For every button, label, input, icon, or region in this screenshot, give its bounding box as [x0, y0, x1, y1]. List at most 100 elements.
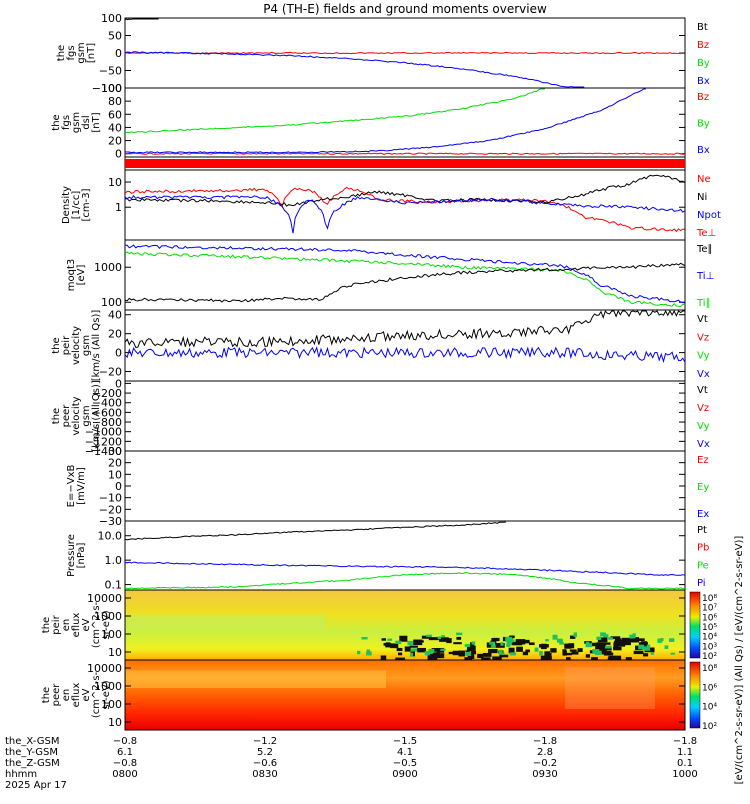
spectrogram-cell — [638, 644, 645, 650]
panel-density: 10 1 Density [1/cc] [cm-3] Ne Ni Npot Te⊥ — [61, 169, 721, 241]
legend-Vt: Vt — [697, 385, 708, 396]
spectrogram-cell — [622, 637, 631, 643]
y-axis-label-line: peer — [51, 683, 62, 707]
y-axis-label-line: moqt3 — [66, 259, 77, 292]
y-tick-label: −1000 — [85, 426, 122, 439]
spectrogram-cell — [456, 632, 463, 636]
spectrogram-cell — [516, 646, 523, 652]
spectrogram-cell — [441, 635, 446, 638]
spectrogram-cell — [591, 643, 600, 647]
legend-By: By — [697, 119, 710, 130]
x-tick-label: −1.8 — [533, 736, 557, 747]
colorbar-tick: 10⁸ — [702, 664, 717, 674]
spectrogram-cell — [643, 653, 649, 657]
spectrogram-cell — [453, 642, 462, 645]
y-axis-label-line: (cm^2-s- — [91, 601, 102, 648]
series-Bz — [124, 51, 686, 55]
y-axis-label-line: Density — [61, 186, 72, 224]
spectrogram-cell — [446, 638, 452, 644]
y-axis-label-line: gsm — [71, 112, 82, 133]
spectrogram-cell — [465, 651, 472, 656]
y-axis-label: the fgs gsm [nT] — [56, 42, 97, 63]
y-axis-label-line: gsm — [81, 405, 92, 426]
legend-Vz: Vz — [697, 403, 709, 414]
plot-title: P4 (TH-E) fields and ground moments over… — [263, 2, 547, 16]
spectrogram-cell — [592, 649, 600, 654]
spectrogram-cell — [550, 648, 557, 653]
spectrogram-cell — [477, 653, 484, 659]
spectrogram-cell — [657, 638, 663, 643]
spectrogram-cell — [493, 637, 500, 641]
panel-frame — [124, 239, 686, 311]
spectrogram-cell — [597, 648, 607, 653]
y-axis-label-line: peir — [61, 335, 72, 355]
y-axis-label-line: sr-eV) — [101, 610, 112, 639]
legend-Pt: Pt — [697, 525, 707, 536]
spectrogram-cell — [564, 643, 572, 649]
panel-flag_bar — [124, 156, 686, 171]
legend-Bz: Bz — [697, 92, 709, 103]
y-tick-label: 1000 — [94, 680, 122, 693]
series-Ti∥ — [124, 251, 686, 307]
spectrogram-cell — [615, 638, 622, 643]
spectrogram-cell — [613, 646, 622, 651]
x-tick-label: −0.2 — [533, 758, 557, 769]
spectrogram-cell — [390, 643, 399, 649]
y-axis-label: the peir velocity gsm [km/s (All Qs)] — [51, 310, 102, 382]
y-tick-label: 0 — [115, 480, 122, 493]
spectrogram-cell — [646, 644, 651, 647]
spectrogram-cell — [421, 635, 432, 639]
spectrogram-cell — [426, 634, 433, 638]
y-tick-label: 10000 — [87, 662, 122, 675]
plot-date: 2025 Apr 17 — [5, 780, 67, 791]
legend-Ti⊥: Ti⊥ — [696, 271, 714, 282]
spectrogram-cell — [534, 647, 539, 652]
spectrogram-cell — [440, 648, 446, 651]
colorbar-label-text: [eV/(cm^2-s-sr-eV)] (All Qs) / [eV/(cm^2… — [734, 536, 745, 785]
x-tick-label: −0.8 — [113, 736, 137, 747]
legend-Vy: Vy — [697, 351, 710, 362]
y-axis-label-line: [km/s (All Qs)] — [91, 380, 102, 452]
spectrogram-cell — [413, 648, 422, 652]
y-tick-label: 10 — [108, 716, 122, 729]
y-tick-label: 0 — [115, 377, 122, 390]
spectrogram-cell — [515, 639, 526, 645]
spectrogram-cell — [664, 645, 669, 649]
legend-Te⊥: Te⊥ — [696, 228, 716, 239]
x-tick-label: −1.5 — [393, 736, 417, 747]
colorbar — [689, 661, 701, 729]
spectrogram-cell — [471, 641, 476, 645]
y-axis-label-line: peer — [61, 404, 72, 428]
colorbar-tick: 10⁷ — [702, 604, 717, 614]
spectrogram-cell — [564, 652, 572, 656]
spectrogram-cell — [397, 652, 403, 656]
spectrogram-cell — [544, 651, 551, 658]
y-tick-label: 80 — [108, 95, 122, 108]
series-Bz — [125, 152, 685, 155]
spectrogram-cell — [540, 643, 547, 650]
spectrogram-cell — [508, 647, 515, 654]
y-axis-label-line: eflux — [71, 613, 82, 638]
y-axis-label: moqt3 [eV] — [66, 259, 87, 292]
spectrogram-cell — [427, 653, 438, 660]
colorbar-label: [eV/(cm^2-s-sr-eV)] (All Qs) / [eV/(cm^2… — [734, 536, 745, 785]
y-tick-label: 10 — [108, 646, 122, 659]
spectrogram-cell — [591, 657, 598, 661]
y-tick-label: 100 — [101, 12, 122, 25]
y-axis-label-line: [mV/m] — [76, 467, 87, 505]
spectrogram-cell — [490, 645, 496, 649]
panel-fgs_gsm: 100 50 0 −50 −100 the fgs gsm [nT] Bt Bz By Bx — [56, 12, 710, 95]
spectrogram-cell — [470, 642, 475, 648]
y-axis-label-line: eV — [81, 688, 92, 701]
spectrogram-cell — [495, 643, 505, 648]
spectrogram-cell — [605, 645, 612, 649]
spectrogram-cell — [489, 641, 496, 645]
spectrogram-cell — [357, 650, 361, 655]
y-tick-label: −1200 — [85, 435, 122, 448]
y-axis-label-line: [nT] — [86, 43, 97, 63]
y-tick-label: 1000 — [94, 261, 122, 274]
panel-frame — [124, 309, 686, 382]
series-Pe — [124, 572, 686, 590]
